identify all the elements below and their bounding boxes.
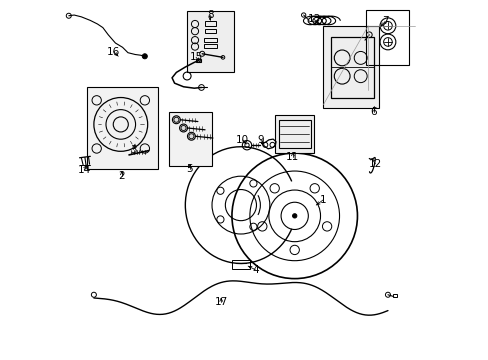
Text: 3: 3 <box>130 144 136 154</box>
Text: 1: 1 <box>320 195 326 205</box>
Text: 12: 12 <box>368 159 381 169</box>
Bar <box>204 22 215 26</box>
Bar <box>204 29 215 33</box>
Text: 15: 15 <box>189 52 203 62</box>
Text: 16: 16 <box>107 46 120 57</box>
Bar <box>366 10 408 65</box>
Bar <box>274 116 314 153</box>
Text: 11: 11 <box>285 152 299 162</box>
Bar <box>196 59 201 62</box>
Text: 7: 7 <box>381 17 387 27</box>
Bar <box>204 44 217 48</box>
Bar <box>86 87 158 169</box>
Circle shape <box>142 54 147 59</box>
Text: 13: 13 <box>307 14 321 24</box>
Bar <box>323 26 378 108</box>
Circle shape <box>172 116 180 124</box>
Circle shape <box>187 132 195 140</box>
Circle shape <box>179 124 187 132</box>
Bar <box>169 112 212 166</box>
Text: 8: 8 <box>206 10 213 20</box>
Text: 9: 9 <box>257 135 264 145</box>
Bar <box>330 37 373 98</box>
Text: 14: 14 <box>78 165 91 175</box>
Bar <box>187 12 233 72</box>
Text: 2: 2 <box>118 171 125 181</box>
Text: 10: 10 <box>236 135 249 145</box>
Text: 6: 6 <box>369 107 376 117</box>
Bar <box>392 294 396 297</box>
Text: 4: 4 <box>251 265 258 275</box>
Bar <box>231 260 249 269</box>
Circle shape <box>292 214 296 218</box>
Bar <box>278 120 310 148</box>
Bar <box>204 38 217 42</box>
Text: 5: 5 <box>186 163 193 174</box>
Text: 17: 17 <box>214 297 227 307</box>
